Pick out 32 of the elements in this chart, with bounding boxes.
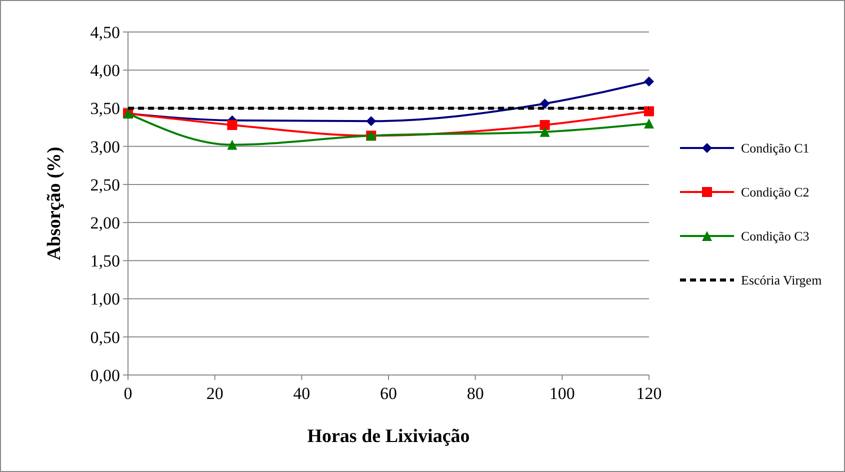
y-tick-label: 0,00 <box>90 366 120 385</box>
x-tick-label: 100 <box>549 384 575 403</box>
x-tick-label: 0 <box>124 384 132 403</box>
x-tick-label: 120 <box>636 384 662 403</box>
point <box>644 118 654 128</box>
legend-label: Escória Virgem <box>741 272 822 288</box>
y-tick-label: 3,00 <box>90 137 120 156</box>
y-tick-label: 0,50 <box>90 328 120 347</box>
x-tick-label: 80 <box>466 384 484 403</box>
x-tick-label: 40 <box>293 384 310 403</box>
point <box>540 120 550 130</box>
point <box>644 106 654 116</box>
y-tick-label: 3,50 <box>90 99 120 118</box>
y-tick-label: 4,00 <box>90 61 120 80</box>
x-tick-label: 20 <box>206 384 224 403</box>
point <box>227 140 238 150</box>
legend-label: Condição C3 <box>741 228 810 244</box>
point <box>644 76 654 87</box>
y-tick-label: 1,00 <box>90 290 120 309</box>
point <box>227 120 238 130</box>
y-axis-title: Absorção (%) <box>44 146 65 260</box>
point <box>366 116 376 126</box>
legend-label: Condição C2 <box>741 184 810 200</box>
x-tick-label: 60 <box>380 384 397 403</box>
y-tick-label: 4,50 <box>90 22 120 42</box>
legend-label: Condição C1 <box>741 140 810 156</box>
point <box>540 126 550 137</box>
point <box>540 98 550 109</box>
y-tick-label: 2,00 <box>90 214 120 233</box>
y-tick-label: 2,50 <box>90 175 120 194</box>
y-tick-label: 1,50 <box>90 252 120 271</box>
x-axis-title: Horas de Lixiviação <box>307 426 470 447</box>
